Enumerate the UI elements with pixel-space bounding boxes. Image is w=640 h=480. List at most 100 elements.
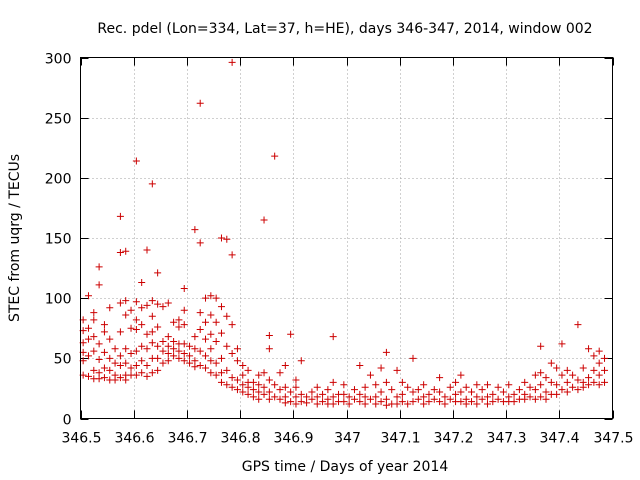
data-point bbox=[361, 383, 369, 391]
data-point bbox=[329, 400, 337, 408]
data-point bbox=[106, 366, 114, 374]
data-point bbox=[180, 357, 188, 365]
data-point bbox=[170, 345, 178, 353]
data-point bbox=[106, 354, 114, 362]
data-point bbox=[100, 364, 108, 372]
data-point bbox=[531, 395, 539, 403]
data-point bbox=[90, 347, 98, 355]
data-point bbox=[478, 386, 486, 394]
data-point bbox=[350, 386, 358, 394]
data-point bbox=[595, 381, 603, 389]
x-tick-label: 346.7 bbox=[167, 431, 207, 447]
data-point bbox=[271, 381, 279, 389]
y-tick-label: 100 bbox=[45, 292, 72, 308]
data-point bbox=[217, 303, 225, 311]
data-point bbox=[372, 381, 380, 389]
data-point bbox=[180, 350, 188, 358]
data-point bbox=[329, 393, 337, 401]
data-point bbox=[590, 366, 598, 374]
data-point bbox=[116, 362, 124, 370]
data-point bbox=[212, 359, 220, 367]
data-point bbox=[84, 352, 92, 360]
data-point bbox=[356, 362, 364, 370]
data-point bbox=[414, 395, 422, 403]
data-point bbox=[265, 345, 273, 353]
data-point bbox=[404, 400, 412, 408]
data-point bbox=[313, 383, 321, 391]
data-point bbox=[122, 311, 130, 319]
data-point bbox=[569, 371, 577, 379]
data-point bbox=[159, 347, 167, 355]
data-point bbox=[239, 381, 247, 389]
data-point bbox=[547, 378, 555, 386]
data-point bbox=[100, 328, 108, 336]
x-tick-label: 346.6 bbox=[114, 431, 154, 447]
x-tick-label: 346.8 bbox=[220, 431, 260, 447]
data-point bbox=[228, 58, 236, 66]
data-point bbox=[579, 364, 587, 372]
data-point bbox=[409, 388, 417, 396]
data-point bbox=[473, 381, 481, 389]
data-point bbox=[260, 369, 268, 377]
data-point bbox=[340, 390, 348, 398]
data-point bbox=[106, 335, 114, 343]
data-point bbox=[345, 400, 353, 408]
data-point bbox=[159, 303, 167, 311]
data-point bbox=[478, 395, 486, 403]
data-point bbox=[265, 331, 273, 339]
data-point bbox=[340, 381, 348, 389]
data-point bbox=[457, 398, 465, 406]
data-point bbox=[585, 381, 593, 389]
data-point bbox=[180, 321, 188, 329]
data-point bbox=[154, 269, 162, 277]
data-point bbox=[260, 383, 268, 391]
data-point bbox=[196, 347, 204, 355]
data-point bbox=[303, 393, 311, 401]
data-point bbox=[127, 324, 135, 332]
data-point bbox=[521, 395, 529, 403]
data-point bbox=[148, 369, 156, 377]
data-point bbox=[393, 366, 401, 374]
data-point bbox=[138, 304, 146, 312]
data-point bbox=[111, 359, 119, 367]
data-point bbox=[207, 311, 215, 319]
x-tick-label: 347.3 bbox=[486, 431, 526, 447]
data-point bbox=[217, 369, 225, 377]
data-point bbox=[276, 386, 284, 394]
data-point bbox=[143, 301, 151, 309]
data-point bbox=[601, 354, 609, 362]
data-point bbox=[574, 321, 582, 329]
data-point bbox=[287, 330, 295, 338]
data-point bbox=[372, 393, 380, 401]
data-point bbox=[186, 342, 194, 350]
data-point bbox=[132, 371, 140, 379]
data-point bbox=[223, 366, 231, 374]
data-point bbox=[590, 352, 598, 360]
data-point bbox=[276, 369, 284, 377]
data-point bbox=[249, 378, 257, 386]
data-point bbox=[531, 386, 539, 394]
data-point bbox=[228, 374, 236, 382]
data-point bbox=[84, 292, 92, 300]
data-point bbox=[313, 400, 321, 408]
data-point bbox=[244, 390, 252, 398]
data-point bbox=[84, 335, 92, 343]
data-point bbox=[148, 180, 156, 188]
plot-frame bbox=[80, 57, 613, 419]
data-point bbox=[217, 378, 225, 386]
data-point bbox=[132, 325, 140, 333]
data-point bbox=[569, 383, 577, 391]
data-point bbox=[446, 395, 454, 403]
data-point bbox=[287, 398, 295, 406]
data-point bbox=[202, 352, 210, 360]
data-point bbox=[292, 400, 300, 408]
data-point bbox=[404, 383, 412, 391]
data-point bbox=[340, 398, 348, 406]
data-point bbox=[175, 354, 183, 362]
data-point bbox=[228, 251, 236, 259]
data-point bbox=[116, 352, 124, 360]
data-point bbox=[233, 386, 241, 394]
data-point bbox=[217, 329, 225, 337]
data-point bbox=[143, 362, 151, 370]
